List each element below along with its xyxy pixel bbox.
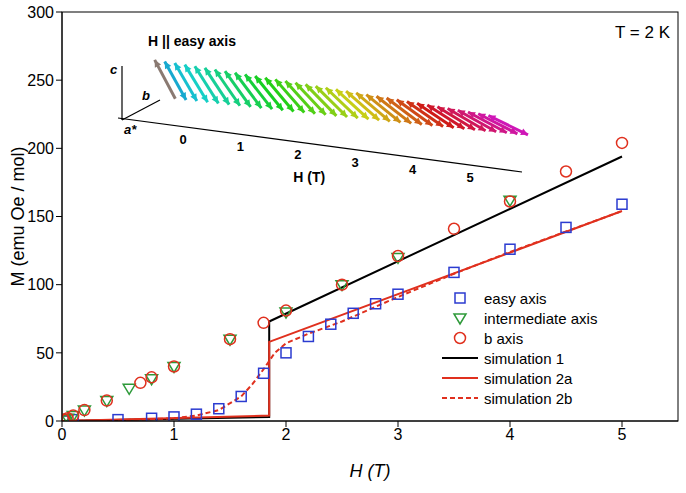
svg-text:4: 4: [409, 162, 417, 177]
svg-text:H (T): H (T): [293, 169, 325, 185]
svg-text:H (T): H (T): [350, 461, 391, 481]
svg-text:H || easy axis: H || easy axis: [148, 33, 236, 49]
svg-text:c: c: [110, 62, 118, 77]
svg-text:250: 250: [27, 72, 54, 89]
html-text:simulation 1: simulation 1: [484, 349, 564, 367]
svg-text:0: 0: [58, 426, 67, 443]
svg-text:1: 1: [170, 426, 179, 443]
html-text:b axis: b axis: [484, 329, 524, 347]
html-text:intermediate axis: intermediate axis: [484, 309, 598, 327]
svg-text:0: 0: [179, 132, 186, 147]
svg-text:a*: a*: [124, 122, 137, 137]
svg-text:3: 3: [394, 426, 403, 443]
svg-text:0: 0: [45, 413, 54, 430]
svg-text:50: 50: [36, 345, 54, 362]
svg-text:2: 2: [294, 147, 301, 162]
svg-text:5: 5: [618, 426, 627, 443]
svg-text:M (emu Oe / mol): M (emu Oe / mol): [8, 146, 28, 286]
svg-text:1: 1: [237, 139, 244, 154]
svg-text:b: b: [142, 88, 150, 103]
html-text:simulation 2a: simulation 2a: [484, 369, 573, 387]
svg-text:2: 2: [282, 426, 291, 443]
svg-text:150: 150: [27, 208, 54, 225]
svg-text:T = 2 K: T = 2 K: [615, 23, 671, 42]
svg-text:200: 200: [27, 140, 54, 157]
svg-text:3: 3: [352, 155, 359, 170]
svg-text:300: 300: [27, 4, 54, 21]
svg-text:4: 4: [506, 426, 515, 443]
html-text:simulation 2b: simulation 2b: [484, 389, 573, 407]
html-text:easy axis: easy axis: [484, 289, 547, 307]
svg-text:5: 5: [466, 170, 473, 185]
svg-text:100: 100: [27, 276, 54, 293]
